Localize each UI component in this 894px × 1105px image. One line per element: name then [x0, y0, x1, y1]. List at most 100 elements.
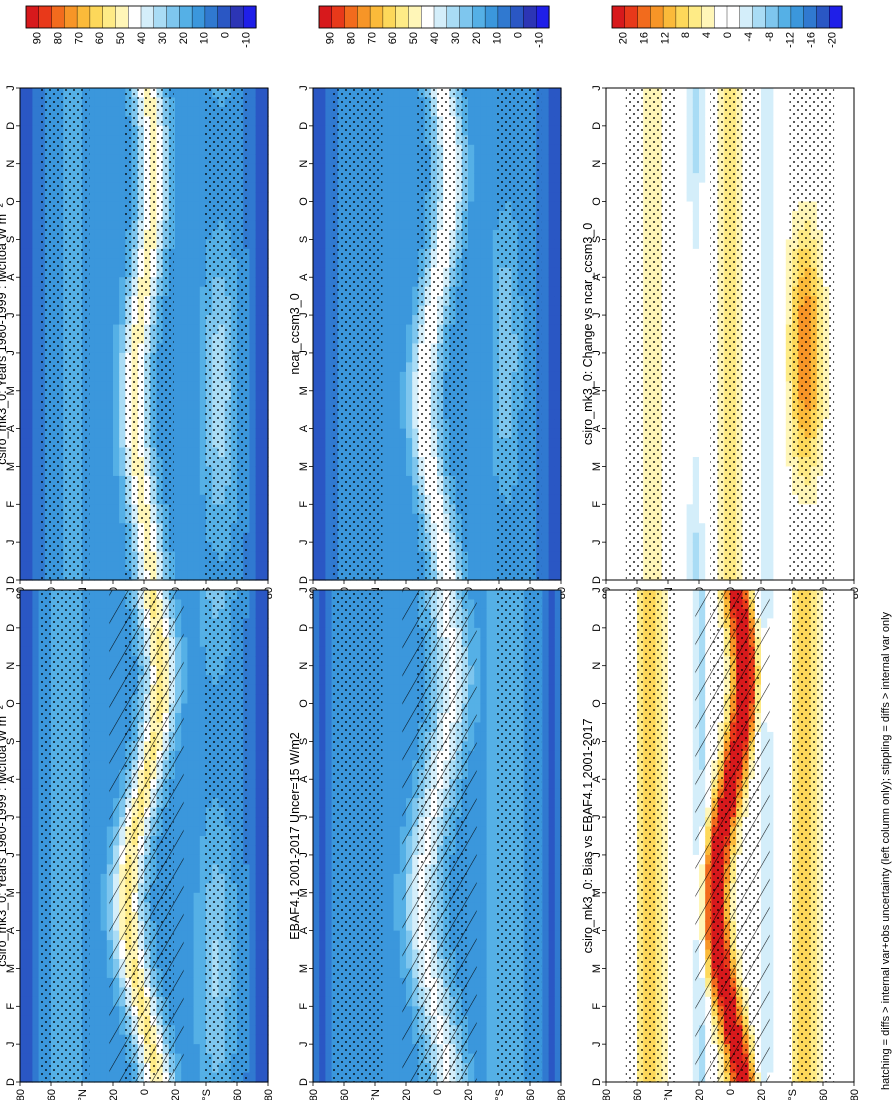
heatmap-cell: [107, 457, 114, 467]
heatmap-cell: [480, 116, 487, 126]
heatmap-cell: [194, 571, 201, 581]
heatmap-cell: [20, 306, 27, 316]
heatmap-cell: [325, 220, 332, 230]
heatmap-cell: [612, 97, 619, 107]
heatmap-cell: [249, 429, 256, 439]
heatmap-cell: [20, 410, 27, 420]
heatmap-cell: [618, 542, 625, 552]
heatmap-cell: [387, 466, 394, 476]
heatmap-cell: [606, 173, 613, 183]
heatmap-cell: [487, 287, 494, 297]
heatmap-cell: [94, 116, 101, 126]
heatmap-cell: [256, 107, 263, 117]
heatmap-cell: [313, 542, 320, 552]
heatmap-cell: [107, 372, 114, 382]
heatmap-cell: [487, 277, 494, 287]
heatmap-cell: [319, 457, 326, 467]
heatmap-cell: [313, 514, 320, 524]
heatmap-cell: [32, 154, 39, 164]
heatmap-cell: [542, 116, 549, 126]
heatmap-cell: [249, 183, 256, 193]
heatmap-cell: [107, 533, 114, 543]
heatmap-cell: [387, 448, 394, 458]
heatmap-cell: [387, 249, 394, 259]
heatmap-cell: [612, 315, 619, 325]
stipple-band: [497, 88, 542, 580]
heatmap-cell: [687, 126, 694, 136]
heatmap-cell: [319, 277, 326, 287]
heatmap-cell: [94, 542, 101, 552]
heatmap-cell: [474, 287, 481, 297]
heatmap-cell: [20, 381, 27, 391]
heatmap-cell: [319, 334, 326, 344]
heatmap-cell: [94, 88, 101, 98]
heatmap-cell: [325, 97, 332, 107]
heatmap-cell: [113, 514, 120, 524]
heatmap-cell: [313, 164, 320, 174]
heatmap-cell: [319, 410, 326, 420]
heatmap-cell: [487, 164, 494, 174]
heatmap-cell: [249, 173, 256, 183]
heatmap-cell: [618, 438, 625, 448]
heatmap-cell: [680, 400, 687, 410]
heatmap-cell: [612, 410, 619, 420]
heatmap-cell: [612, 277, 619, 287]
heatmap-cell: [474, 306, 481, 316]
heatmap-cell: [107, 239, 114, 249]
heatmap-cell: [406, 438, 413, 448]
heatmap-cell: [400, 438, 407, 448]
heatmap-cell: [406, 533, 413, 543]
heatmap-cell: [107, 485, 114, 495]
heatmap-cell: [113, 334, 120, 344]
heatmap-cell: [181, 438, 188, 448]
heatmap-cell: [319, 438, 326, 448]
heatmap-cell: [394, 561, 401, 571]
heatmap-cell: [181, 268, 188, 278]
month-tick-label: D: [298, 122, 310, 130]
heatmap-cell: [468, 277, 475, 287]
heatmap-cell: [693, 107, 700, 117]
heatmap-cell: [542, 571, 549, 581]
heatmap-cell: [101, 533, 108, 543]
heatmap-cell: [107, 258, 114, 268]
heatmap-cell: [32, 362, 39, 372]
month-tick-label: O: [298, 197, 310, 206]
heatmap-cell: [181, 400, 188, 410]
heatmap-cell: [187, 277, 194, 287]
heatmap-cell: [113, 220, 120, 230]
heatmap-cell: [26, 230, 33, 240]
heatmap-cell: [406, 220, 413, 230]
heatmap-cell: [549, 287, 556, 297]
heatmap-cell: [618, 202, 625, 212]
heatmap-cell: [187, 571, 194, 581]
heatmap-cell: [406, 230, 413, 240]
heatmap-cell: [101, 306, 108, 316]
heatmap-cell: [113, 561, 120, 571]
heatmap-cell: [187, 561, 194, 571]
heatmap-cell: [549, 362, 556, 372]
heatmap-cell: [175, 466, 182, 476]
heatmap-cell: [175, 287, 182, 297]
heatmap-cell: [313, 334, 320, 344]
heatmap-cell: [256, 552, 263, 562]
heatmap-cell: [113, 202, 120, 212]
heatmap-cell: [400, 466, 407, 476]
heatmap-cell: [406, 381, 413, 391]
heatmap-cell: [474, 211, 481, 221]
heatmap-cell: [94, 325, 101, 335]
heatmap-cell: [325, 315, 332, 325]
heatmap-cell: [175, 419, 182, 429]
heatmap-cell: [101, 457, 108, 467]
heatmap-cell: [101, 362, 108, 372]
heatmap-cell: [612, 381, 619, 391]
heatmap-cell: [175, 154, 182, 164]
heatmap-cell: [680, 438, 687, 448]
heatmap-cell: [606, 476, 613, 486]
heatmap-cell: [549, 466, 556, 476]
heatmap-cell: [474, 448, 481, 458]
heatmap-cell: [26, 268, 33, 278]
heatmap-cell: [20, 107, 27, 117]
heatmap-cell: [474, 419, 481, 429]
heatmap-cell: [26, 476, 33, 486]
heatmap-cell: [680, 343, 687, 353]
